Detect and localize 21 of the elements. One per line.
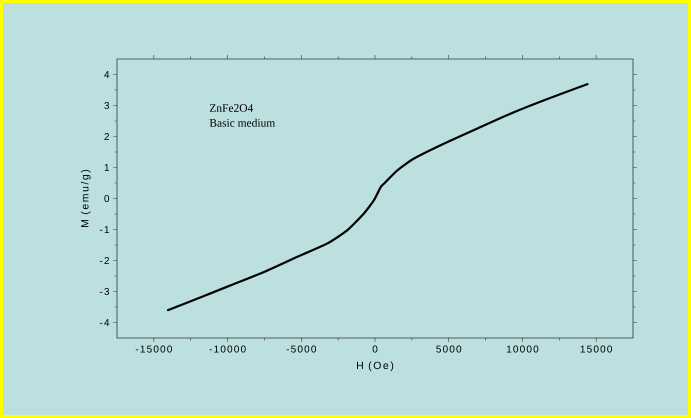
x-tick-label: 0 xyxy=(372,346,378,353)
x-tick-label: -15000 xyxy=(136,346,172,353)
y-tick-label: 2 xyxy=(104,133,109,140)
y-tick-label: 3 xyxy=(104,102,110,110)
line-series xyxy=(166,83,589,312)
y-tick-label: 4 xyxy=(104,71,110,78)
y-tick-label: 0 xyxy=(104,194,110,202)
y-axis-title: M (emu/g) xyxy=(80,170,91,227)
y-tick-label: -1 xyxy=(100,226,110,233)
y-tick-label: 1 xyxy=(104,164,110,171)
x-tick-label: 10000 xyxy=(506,346,538,353)
x-tick-label: 15000 xyxy=(580,346,612,353)
x-tick-label: -10000 xyxy=(210,346,246,353)
y-tick-label: -4 xyxy=(100,319,110,326)
annotation: ZnFe2O4 xyxy=(210,104,254,112)
annotation: Basic medium xyxy=(210,118,276,127)
x-tick-label: -5000 xyxy=(286,346,316,353)
y-tick-label: -3 xyxy=(100,288,110,296)
y-tick-label: -2 xyxy=(100,257,109,264)
x-tick-label: 5000 xyxy=(436,346,462,353)
x-axis-title: H (Oe) xyxy=(357,361,394,372)
